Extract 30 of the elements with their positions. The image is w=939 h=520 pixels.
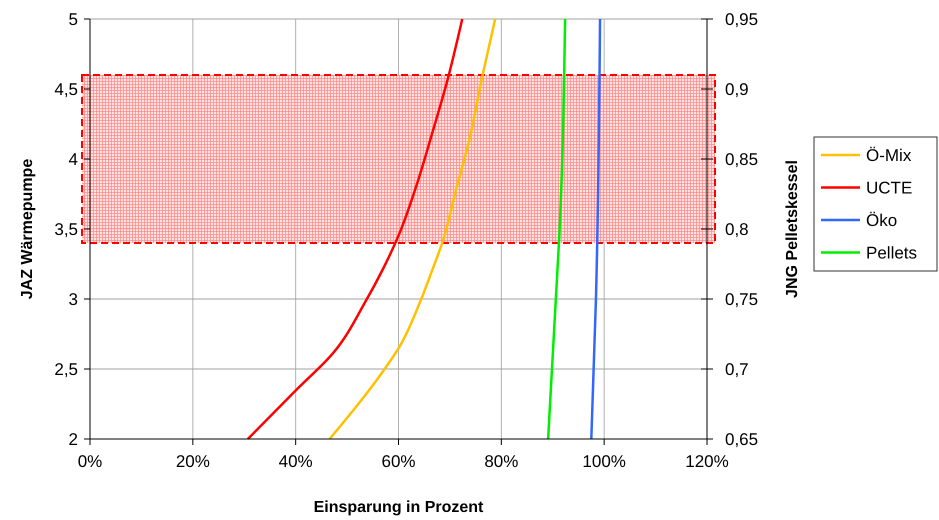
y2-tick-label: 0,95 [725, 10, 758, 29]
y-tick-label: 3 [68, 290, 78, 309]
y-tick-label: 5 [68, 10, 78, 29]
y-tick-label: 2 [68, 430, 78, 449]
legend-label: Öko [866, 210, 898, 230]
y-tick-label: 3,5 [54, 220, 78, 239]
x-tick-label: 20% [176, 452, 210, 471]
y2-axis-title: JNG Pelletskessel [784, 160, 801, 298]
line-series [546, 18, 566, 440]
x-axis-title: Einsparung in Prozent [314, 499, 484, 516]
legend-label: UCTE [866, 178, 912, 198]
y2-tick-label: 0,65 [725, 430, 758, 449]
y-tick-label: 2,5 [54, 360, 78, 379]
y-axis-title: JAZ Wärmepumpe [19, 158, 36, 300]
x-tick-label: 40% [278, 452, 313, 471]
y2-tick-label: 0,9 [725, 80, 749, 99]
y2-tick-label: 0,85 [725, 150, 758, 169]
y2-tick-label: 0,8 [725, 220, 749, 239]
legend-label: Pellets [866, 243, 918, 262]
x-tick-label: 100% [582, 452, 626, 471]
x-tick-label: 80% [484, 452, 518, 471]
y-tick-label: 4,5 [54, 80, 78, 99]
x-tick-label: 120% [685, 452, 729, 471]
legend-label: Ö-Mix [866, 146, 912, 165]
x-tick-label: 60% [381, 452, 416, 471]
y-tick-label: 4 [68, 150, 78, 169]
y2-tick-label: 0,7 [725, 360, 749, 379]
line-series [328, 18, 496, 440]
x-tick-label: 0% [78, 452, 102, 471]
y2-tick-label: 0,75 [725, 290, 758, 309]
